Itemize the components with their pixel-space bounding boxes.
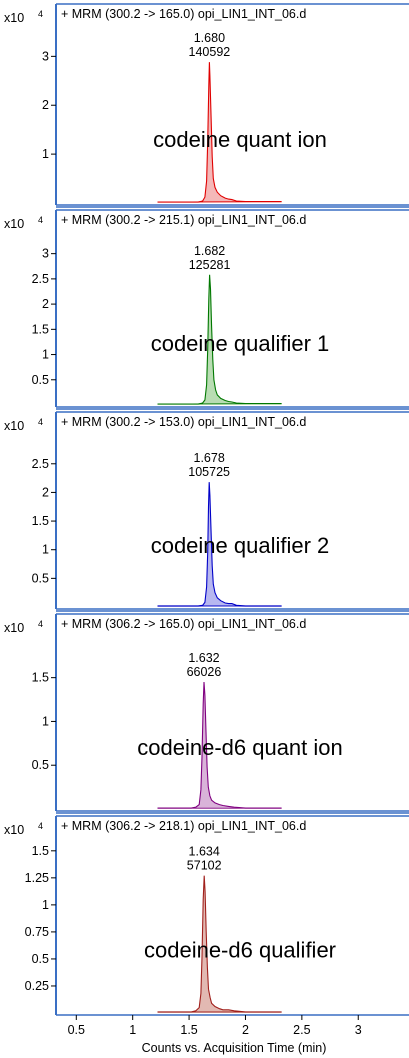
y-multiplier-label: x10 — [4, 217, 24, 231]
y-tick-label: 1 — [42, 714, 49, 728]
chromatogram-trace — [157, 681, 282, 809]
chromatogram-trace — [157, 875, 282, 1013]
peak-rt-label: 1.634 — [189, 845, 220, 859]
y-tick-label: 0.5 — [32, 571, 49, 585]
y-multiplier-exponent: 4 — [38, 821, 43, 831]
y-multiplier-exponent: 4 — [38, 417, 43, 427]
y-tick-label: 2.5 — [32, 272, 49, 286]
y-multiplier-label: x10 — [4, 419, 24, 433]
compound-annotation: codeine qualifier 1 — [151, 331, 330, 356]
y-tick-label: 0.75 — [25, 925, 49, 939]
peak-area-label: 57102 — [187, 859, 222, 873]
y-tick-label: 1.5 — [32, 322, 49, 336]
y-multiplier-label: x10 — [4, 11, 24, 25]
chromatogram-trace — [157, 274, 282, 405]
x-tick-label: 3 — [355, 1023, 362, 1037]
peak-rt-label: 1.632 — [188, 651, 219, 665]
peak-rt-label: 1.682 — [194, 244, 225, 258]
x-tick-label: 1 — [129, 1023, 136, 1037]
y-tick-label: 0.25 — [25, 979, 49, 993]
chromatogram-panels: + MRM (300.2 -> 165.0) opi_LIN1_INT_06.d… — [4, 3, 409, 1016]
chromatogram-panel: + MRM (300.2 -> 215.1) opi_LIN1_INT_06.d… — [4, 206, 409, 408]
peak-area-label: 140592 — [189, 45, 231, 59]
y-tick-label: 1 — [42, 543, 49, 557]
panel-header: + MRM (306.2 -> 218.1) opi_LIN1_INT_06.d — [61, 819, 306, 833]
chromatogram-trace — [157, 62, 282, 203]
peak-area-label: 66026 — [187, 665, 222, 679]
y-tick-label: 2 — [42, 485, 49, 499]
panel-header: + MRM (300.2 -> 165.0) opi_LIN1_INT_06.d — [61, 7, 306, 21]
chromatogram-panel: + MRM (300.2 -> 153.0) opi_LIN1_INT_06.d… — [4, 408, 409, 610]
y-tick-label: 1.5 — [32, 844, 49, 858]
y-tick-label: 1.5 — [32, 671, 49, 685]
y-tick-label: 0.5 — [32, 952, 49, 966]
x-tick-label: 2 — [242, 1023, 249, 1037]
y-tick-label: 2 — [42, 297, 49, 311]
compound-annotation: codeine qualifier 2 — [151, 533, 330, 558]
peak-area-label: 125281 — [189, 258, 231, 272]
x-tick-label: 1.5 — [180, 1023, 197, 1037]
y-multiplier-label: x10 — [4, 823, 24, 837]
y-multiplier-exponent: 4 — [38, 9, 43, 19]
y-multiplier-label: x10 — [4, 621, 24, 635]
y-tick-label: 3 — [42, 247, 49, 261]
chromatogram-trace — [157, 482, 282, 607]
compound-annotation: codeine quant ion — [153, 127, 327, 152]
x-tick-label: 0.5 — [68, 1023, 85, 1037]
y-multiplier-exponent: 4 — [38, 619, 43, 629]
x-axis-label: Counts vs. Acquisition Time (min) — [142, 1041, 327, 1055]
y-tick-label: 1 — [42, 348, 49, 362]
panel-header: + MRM (300.2 -> 153.0) opi_LIN1_INT_06.d — [61, 415, 306, 429]
x-axis: Counts vs. Acquisition Time (min) 0.5 1 1.… — [68, 1015, 362, 1055]
y-tick-label: 0.5 — [32, 373, 49, 387]
chromatogram-panel: + MRM (306.2 -> 165.0) opi_LIN1_INT_06.d… — [4, 610, 409, 812]
y-tick-label: 1.5 — [32, 514, 49, 528]
compound-annotation: codeine-d6 quant ion — [137, 735, 343, 760]
peak-rt-label: 1.678 — [194, 451, 225, 465]
peak-baseline — [157, 403, 282, 405]
y-tick-label: 2 — [42, 98, 49, 112]
y-tick-label: 0.5 — [32, 758, 49, 772]
y-multiplier-exponent: 4 — [38, 215, 43, 225]
y-tick-label: 1 — [42, 898, 49, 912]
y-tick-label: 1.25 — [25, 871, 49, 885]
compound-annotation: codeine-d6 qualifier — [144, 938, 336, 963]
y-tick-label: 1 — [42, 147, 49, 161]
x-tick-label: 2.5 — [293, 1023, 310, 1037]
peak-area-label: 105725 — [188, 465, 230, 479]
y-tick-label: 3 — [42, 49, 49, 63]
chromatogram-panel: + MRM (300.2 -> 165.0) opi_LIN1_INT_06.d… — [4, 3, 409, 206]
panel-header: + MRM (306.2 -> 165.0) opi_LIN1_INT_06.d — [61, 617, 306, 631]
y-tick-label: 2.5 — [32, 457, 49, 471]
chromatogram-panel: + MRM (306.2 -> 218.1) opi_LIN1_INT_06.d… — [4, 812, 409, 1016]
peak-rt-label: 1.680 — [194, 31, 225, 45]
panel-header: + MRM (300.2 -> 215.1) opi_LIN1_INT_06.d — [61, 213, 306, 227]
